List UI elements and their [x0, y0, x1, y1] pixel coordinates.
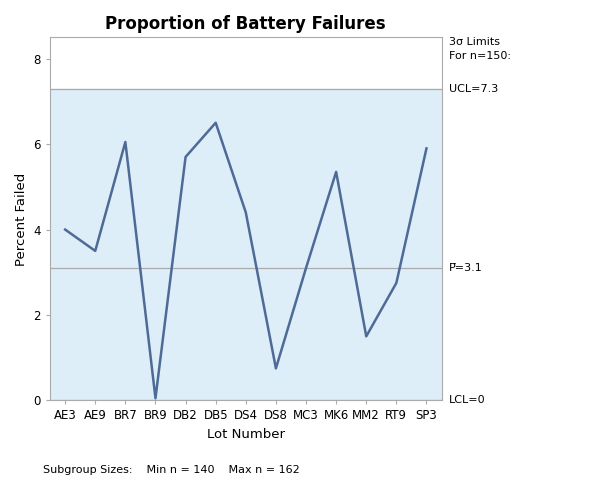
Text: Subgroup Sizes:    Min n = 140    Max n = 162: Subgroup Sizes: Min n = 140 Max n = 162: [43, 465, 300, 475]
Title: Proportion of Battery Failures: Proportion of Battery Failures: [106, 15, 386, 33]
Text: 3σ Limits
For n=150:: 3σ Limits For n=150:: [449, 37, 511, 60]
Y-axis label: Percent Failed: Percent Failed: [15, 172, 28, 265]
Text: P̅=3.1: P̅=3.1: [449, 263, 483, 273]
X-axis label: Lot Number: Lot Number: [207, 428, 285, 441]
Text: UCL=7.3: UCL=7.3: [449, 84, 499, 94]
Text: LCL=0: LCL=0: [449, 396, 486, 406]
